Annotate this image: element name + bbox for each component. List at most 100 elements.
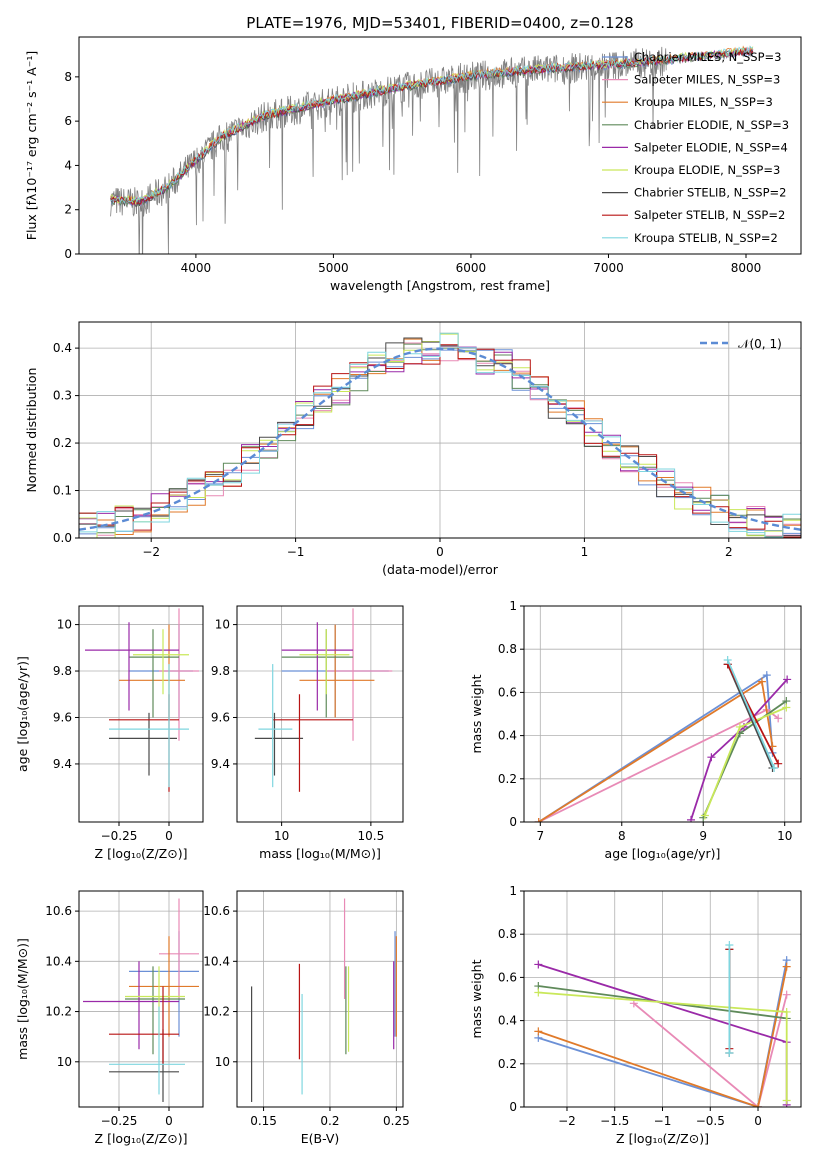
x-axis-label: Z [log₁₀(Z/Z⊙)]: [95, 846, 188, 861]
legend-label: Kroupa ELODIE, N_SSP=3: [634, 163, 780, 177]
panel-spectrum: 4000 5000 6000 7000 8000 0 2 4 6 8 wavelength [Ang…: [24, 36, 802, 293]
plot-area: [83, 898, 199, 1102]
panel-weight_vs_z: −2 −1.5 −1 −0.5 0 0 0.2 0.4 0.6 0.8 1 Z [log₁₀(Z/Z⊙…: [469, 884, 802, 1146]
weight-marker-salpeter_elodie: [687, 815, 696, 822]
x-axis-label: Z [log₁₀(Z/Z⊙)]: [95, 1131, 188, 1146]
x-tick-label: −1.5: [600, 1114, 629, 1128]
weight-marker-kroupa_elodie: [782, 703, 791, 712]
plot-area: [110, 45, 754, 254]
legend-label: Chabrier STELIB, N_SSP=2: [634, 186, 786, 200]
y-tick-label: 0: [509, 815, 517, 829]
x-axis-label: (data-model)/error: [382, 562, 499, 577]
y-tick-label: 0.3: [53, 389, 72, 403]
y-tick-label: 0.2: [53, 436, 72, 450]
y-tick-label: 10: [215, 618, 230, 632]
y-axis-label: mass weight: [469, 674, 484, 753]
plot-area: [254, 608, 393, 792]
plot-area: [85, 608, 199, 792]
figure-title: PLATE=1976, MJD=53401, FIBERID=0400, z=0…: [246, 14, 633, 32]
weight-marker-salpeter_elodie: [534, 960, 543, 969]
axes-frame: [78, 605, 204, 823]
y-tick-label: 10.4: [45, 954, 72, 968]
y-tick-label: 0: [64, 247, 72, 261]
y-tick-label: 9.4: [53, 757, 72, 771]
y-axis-label: mass [log₁₀(M/M⊙)]: [15, 938, 30, 1060]
x-tick-label: −0.5: [696, 1114, 725, 1128]
panel-age_vs_mass: 10 10.5 9.4 9.6 9.8 10 mass [log₁₀(M/M⊙)]: [211, 605, 404, 861]
x-tick-label: 7: [536, 829, 544, 843]
weight-marker-salpeter_stelib: [774, 759, 783, 768]
legend-label: Chabrier MILES, N_SSP=3: [634, 50, 781, 64]
x-tick-label: 0: [436, 545, 444, 559]
y-tick-label: 10.6: [203, 904, 230, 918]
weight-marker-kroupa_miles: [534, 818, 543, 822]
x-tick-label: 10.5: [358, 829, 385, 843]
x-tick-label: −1: [287, 545, 305, 559]
model-spectrum-salpeter_stelib: [110, 46, 754, 205]
y-tick-label: 9.4: [211, 757, 230, 771]
panel-mass_vs_ebv: 0.15 0.2 0.25 10 10.2 10.4 10.6 E(B-V): [203, 890, 410, 1146]
weight-marker-kroupa_elodie: [782, 1096, 791, 1105]
axes-frame: [523, 605, 802, 823]
y-tick-label: 1: [509, 599, 517, 613]
x-axis-label: mass [log₁₀(M/M⊙)]: [259, 846, 381, 861]
x-tick-label: 0.15: [250, 1114, 277, 1128]
x-tick-label: 7000: [593, 261, 624, 275]
y-tick-label: 6: [64, 114, 72, 128]
weight-marker-kroupa_elodie: [782, 1007, 791, 1016]
y-tick-label: 0.8: [498, 642, 517, 656]
y-tick-label: 9.6: [53, 710, 72, 724]
y-tick-label: 0: [509, 1100, 517, 1114]
x-axis-label: Z [log₁₀(Z/Z⊙)]: [616, 1131, 709, 1146]
x-axis-label: wavelength [Angstrom, rest frame]: [330, 278, 550, 293]
legend-label: Salpeter ELODIE, N_SSP=4: [634, 140, 788, 154]
x-tick-label: 5000: [318, 261, 349, 275]
x-tick-label: −2: [558, 1114, 576, 1128]
weight-line-salpeter_elodie: [690, 678, 788, 821]
legend-label: Kroupa MILES, N_SSP=3: [634, 95, 773, 109]
weight-marker-kroupa_elodie: [700, 811, 709, 820]
y-tick-label: 9.8: [53, 664, 72, 678]
y-axis-label: mass weight: [469, 959, 484, 1038]
weight-line-chabrier_stelib: [726, 663, 774, 769]
y-tick-label: 0.1: [53, 484, 72, 498]
y-tick-label: 0.2: [498, 1057, 517, 1071]
weight-line-salpeter_miles: [633, 994, 788, 1107]
x-tick-label: 0: [754, 1114, 762, 1128]
legend-label: Chabrier ELODIE, N_SSP=3: [634, 118, 789, 132]
axes-frame: [78, 36, 802, 255]
weight-marker-kroupa_elodie: [534, 988, 543, 997]
weight-line-kroupa_miles: [538, 680, 774, 822]
weight-marker-kroupa_miles: [754, 1103, 763, 1107]
y-axis-label: age [log₁₀(age/yr)]: [15, 656, 30, 772]
panel-age_vs_z: −0.25 0 9.4 9.6 9.8 10 Z [log₁₀(Z/Z⊙)] age [log…: [15, 605, 204, 861]
y-tick-label: 0.6: [498, 970, 517, 984]
normal-curve: [79, 347, 801, 531]
x-tick-label: 0: [165, 1114, 173, 1128]
x-tick-label: 0: [165, 829, 173, 843]
data-spectrum: [110, 46, 667, 254]
plot-area: [534, 656, 792, 822]
x-tick-label: 4000: [181, 261, 212, 275]
x-tick-label: −0.25: [101, 1114, 138, 1128]
x-tick-label: 2: [725, 545, 733, 559]
x-axis-label: E(B-V): [301, 1131, 340, 1146]
weight-marker-kroupa_miles: [782, 962, 791, 971]
y-tick-label: 0.0: [53, 531, 72, 545]
x-tick-label: 8: [618, 829, 626, 843]
weight-marker-kroupa_miles: [757, 677, 766, 686]
x-tick-label: 10: [274, 829, 289, 843]
y-tick-label: 4: [64, 158, 72, 172]
y-tick-label: 10.2: [203, 1005, 230, 1019]
weight-line-chabrier_elodie: [702, 700, 787, 819]
x-tick-label: 0.2: [320, 1114, 339, 1128]
y-tick-label: 0.4: [498, 1014, 517, 1028]
legend-label: 𝒩(0, 1): [738, 337, 782, 351]
plot-area: [79, 332, 801, 538]
model-spectrum-kroupa_stelib: [110, 45, 754, 204]
x-tick-label: 6000: [456, 261, 487, 275]
y-tick-label: 10: [57, 618, 72, 632]
y-tick-label: 0.6: [498, 685, 517, 699]
